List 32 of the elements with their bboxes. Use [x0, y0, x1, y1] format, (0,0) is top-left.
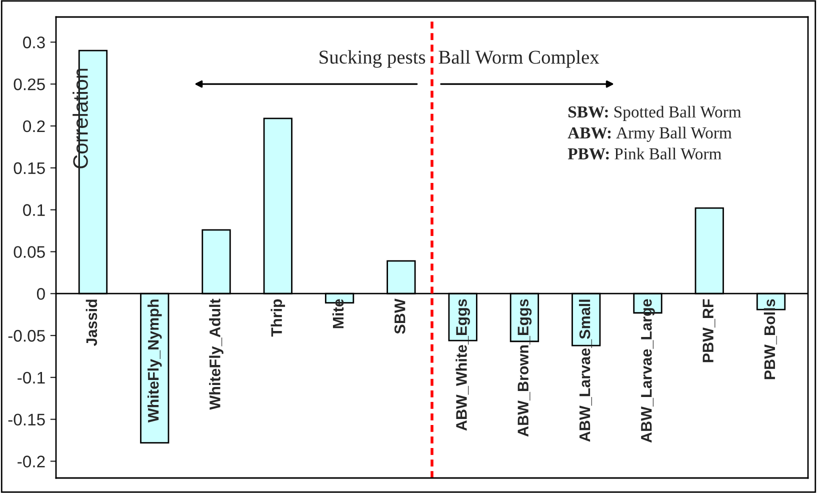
- x-tick-label: Mite: [332, 299, 344, 328]
- y-tick-label: 0.05: [14, 246, 45, 258]
- annotation: Spotted Ball Worm: [614, 106, 742, 121]
- y-tick-label: -0.05: [8, 330, 45, 342]
- x-tick-label: ABW_Larvae_Small: [578, 300, 592, 442]
- annotation: Sucking pests: [320, 50, 426, 68]
- annotation: SBW:: [568, 106, 608, 118]
- y-axis-title: Correlation: [72, 68, 88, 168]
- y-tick-label: -0.15: [8, 414, 45, 426]
- annotation: Army Ball Worm: [616, 126, 732, 142]
- x-tick-label: ABW_Larvae_Large: [641, 299, 655, 443]
- x-tick-label: Jassid: [86, 300, 98, 346]
- annotation: Pink Ball Worm: [614, 148, 722, 160]
- x-tick-label: PBW_RF: [702, 299, 716, 362]
- x-tick-label: ABW_White_Eggs: [456, 299, 470, 431]
- y-tick-label: 0.2: [23, 120, 45, 132]
- x-tick-label: ABW_Brown_Eggs: [518, 299, 532, 437]
- y-tick-label: 0.15: [14, 162, 45, 174]
- x-tick-label: WhiteFly_Adult: [209, 298, 224, 410]
- y-tick-label: -0.1: [18, 372, 45, 384]
- x-tick-label: WhiteFly_Nymph: [148, 300, 162, 423]
- annotation: Ball Worm Complex: [438, 50, 600, 68]
- y-tick-label: 0: [36, 288, 45, 300]
- y-tick-label: 0.25: [14, 78, 45, 90]
- y-tick-label: 0.1: [23, 204, 45, 216]
- y-tick-label: -0.2: [18, 456, 45, 468]
- x-tick-label: PBW_Bolls: [764, 299, 777, 380]
- annotation: PBW:: [568, 148, 609, 160]
- annotation: ABW:: [568, 127, 611, 139]
- x-tick-label: SBW: [394, 298, 406, 334]
- y-tick-label: 0.3: [23, 36, 45, 48]
- x-tick-label: Thrip: [270, 299, 286, 337]
